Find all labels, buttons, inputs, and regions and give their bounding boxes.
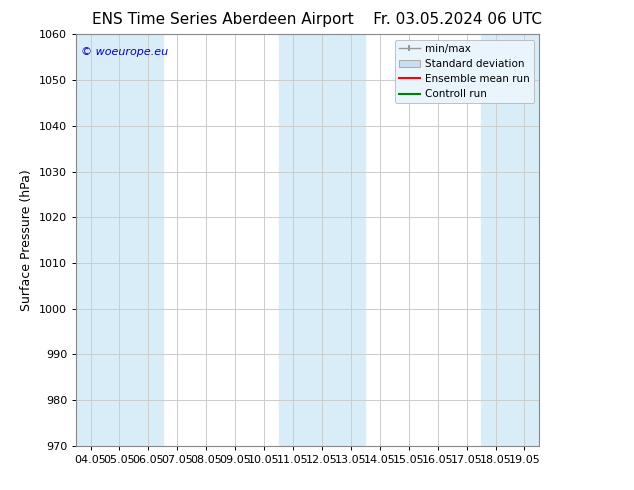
Bar	[76, 34, 163, 446]
Bar	[278, 34, 365, 446]
Y-axis label: Surface Pressure (hPa): Surface Pressure (hPa)	[20, 169, 34, 311]
Legend: min/max, Standard deviation, Ensemble mean run, Controll run: min/max, Standard deviation, Ensemble me…	[394, 40, 534, 103]
Text: ENS Time Series Aberdeen Airport    Fr. 03.05.2024 06 UTC: ENS Time Series Aberdeen Airport Fr. 03.…	[92, 12, 542, 27]
Text: © woeurope.eu: © woeurope.eu	[81, 47, 168, 57]
Bar	[481, 34, 539, 446]
